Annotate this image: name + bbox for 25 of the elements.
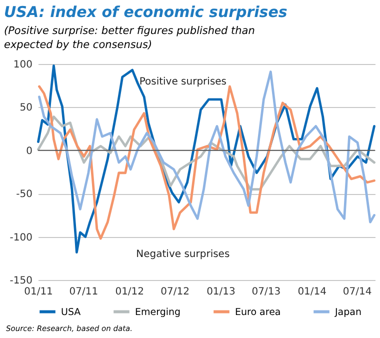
- y-tick-label: -50: [16, 189, 32, 200]
- line-series: [38, 85, 376, 240]
- y-tick-label: 0: [26, 146, 32, 157]
- y-tick-label: 50: [20, 102, 32, 114]
- annotation: Negative surprises: [136, 249, 230, 260]
- y-tick-label: -100: [10, 232, 32, 244]
- chart-title: USA: index of economic surprises: [3, 2, 288, 23]
- x-tick-label: 01/12: [115, 286, 144, 298]
- legend-label: Emerging: [135, 306, 181, 318]
- legend-label: Japan: [334, 306, 362, 318]
- x-tick-label: 07/12: [160, 286, 190, 298]
- x-tick-label: 01/13: [206, 286, 236, 298]
- x-tick-label: 07/11: [69, 286, 98, 298]
- chart-subtitle: (Positive surprise: better figures published than expected by the consensus): [3, 24, 256, 53]
- legend-label: Euro area: [235, 306, 281, 318]
- line-series: [37, 116, 376, 190]
- legend-label: USA: [61, 306, 82, 318]
- x-tick-label: 01/11: [24, 286, 53, 298]
- x-tick-label: 07/14: [342, 286, 372, 298]
- y-tick-label: 100: [13, 60, 32, 70]
- annotation: Positive surprises: [139, 76, 227, 88]
- line-series: [38, 70, 376, 224]
- y-tick-label: -150: [10, 276, 32, 286]
- x-tick-label: 01/14: [298, 286, 327, 298]
- x-tick-label: 07/13: [252, 286, 281, 298]
